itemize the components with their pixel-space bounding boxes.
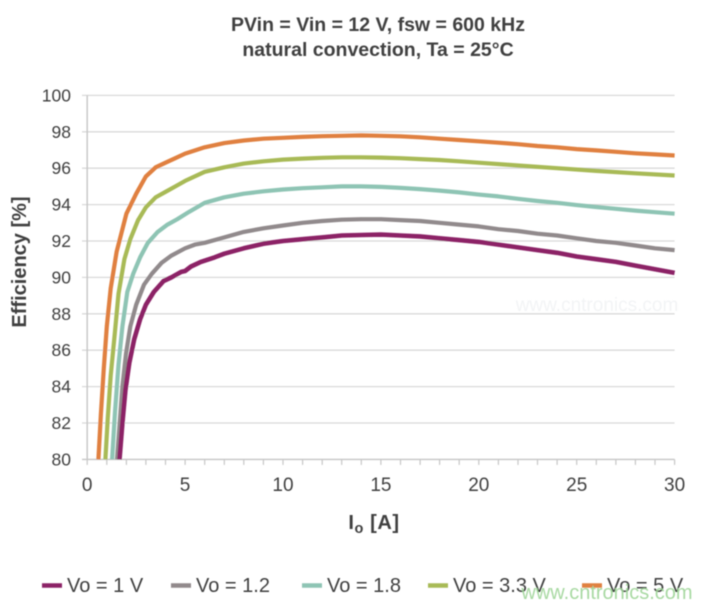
- svg-text:84: 84: [52, 377, 72, 397]
- svg-text:25: 25: [566, 475, 587, 496]
- svg-text:20: 20: [468, 475, 489, 496]
- svg-text:90: 90: [52, 267, 72, 287]
- svg-text:natural convection, Ta = 25°C: natural convection, Ta = 25°C: [242, 39, 513, 61]
- svg-text:92: 92: [52, 231, 71, 251]
- svg-text:Vo = 1.2: Vo = 1.2: [196, 575, 270, 597]
- svg-text:5: 5: [180, 475, 191, 496]
- svg-text:86: 86: [52, 340, 71, 360]
- svg-text:30: 30: [664, 475, 685, 496]
- svg-text:Efficiency [%]: Efficiency [%]: [9, 196, 31, 327]
- svg-text:82: 82: [52, 413, 71, 433]
- svg-text:www.cntronics.com: www.cntronics.com: [520, 582, 692, 604]
- svg-text:10: 10: [272, 475, 293, 496]
- svg-text:Vo = 3.3 V: Vo = 3.3 V: [453, 575, 547, 597]
- svg-text:96: 96: [52, 158, 71, 178]
- svg-text:80: 80: [52, 449, 72, 469]
- svg-text:Vo = 1 V: Vo = 1 V: [67, 575, 144, 597]
- svg-text:www.cntronics.com: www.cntronics.com: [515, 295, 679, 316]
- svg-text:Vo = 5 V: Vo = 5 V: [607, 575, 684, 597]
- svg-text:94: 94: [52, 195, 72, 215]
- svg-text:98: 98: [52, 122, 71, 142]
- svg-text:PVin = Vin = 12 V, fsw = 600 k: PVin = Vin = 12 V, fsw = 600 kHz: [231, 14, 525, 36]
- svg-text:15: 15: [370, 475, 391, 496]
- svg-text:100: 100: [42, 85, 71, 105]
- svg-text:Vo = 1.8: Vo = 1.8: [327, 575, 401, 597]
- svg-text:88: 88: [52, 304, 71, 324]
- svg-text:0: 0: [82, 475, 93, 496]
